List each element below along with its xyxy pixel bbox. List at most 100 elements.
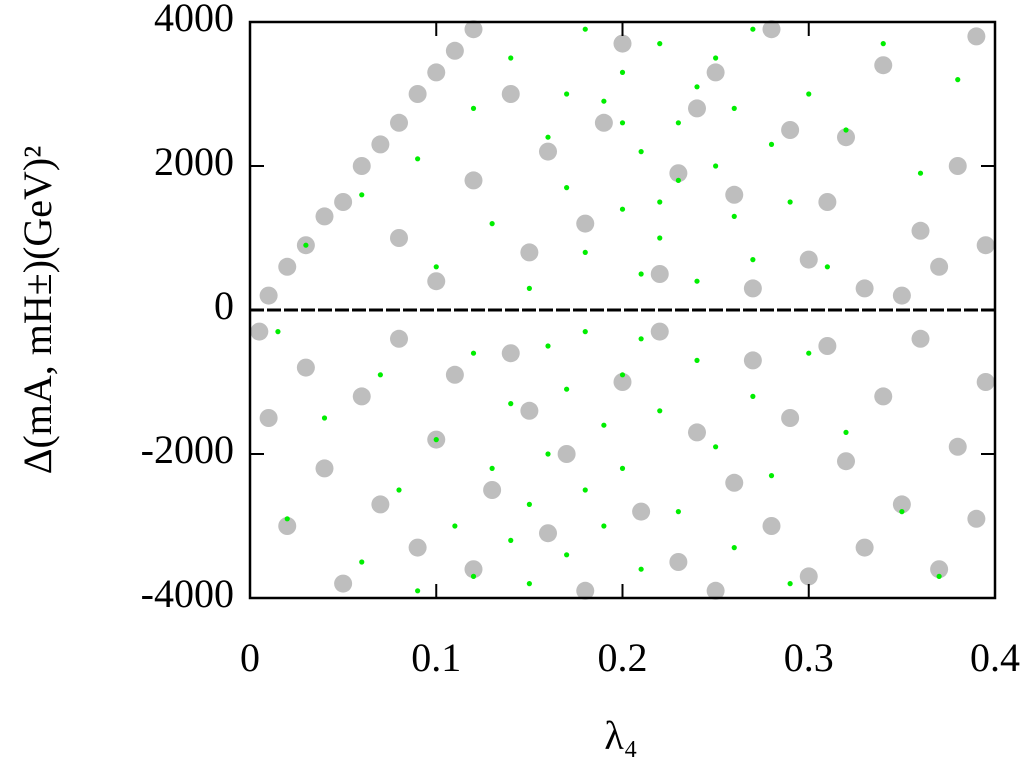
scatter-point <box>526 581 532 587</box>
scatter-point <box>445 41 464 60</box>
scatter-point <box>657 41 663 47</box>
scatter-point <box>452 523 458 529</box>
scatter-point <box>768 141 775 147</box>
scatter-point <box>296 358 315 377</box>
scatter-point <box>874 56 893 75</box>
scatter-point <box>390 229 408 247</box>
scatter-point <box>694 84 700 90</box>
scatter-point <box>371 495 390 514</box>
scatter-point <box>508 55 514 61</box>
scatter-point <box>706 581 725 600</box>
scatter-point <box>948 157 967 175</box>
scatter-point <box>911 329 930 348</box>
x-tick-label: 0.1 <box>411 635 461 680</box>
scatter-point <box>526 285 532 291</box>
scatter-point <box>508 537 514 544</box>
scatter-point <box>768 473 775 479</box>
scatter-point <box>725 185 744 204</box>
scatter-point <box>976 373 995 391</box>
scatter-point <box>713 444 719 450</box>
scatter-point <box>582 329 588 335</box>
scatter-point <box>638 149 644 155</box>
scatter-point <box>470 105 477 111</box>
scatter-point <box>427 63 446 82</box>
scatter-point <box>526 501 532 507</box>
scatter-point <box>936 573 942 580</box>
scatter-point <box>892 286 911 305</box>
scatter-point <box>650 322 669 341</box>
scatter-point <box>601 523 607 529</box>
scatter-point <box>278 517 297 535</box>
scatter-point <box>582 487 588 493</box>
scatter-point <box>694 278 700 284</box>
scatter-point <box>601 98 607 104</box>
scatter-point <box>806 350 812 356</box>
scatter-point <box>669 164 688 183</box>
scatter-point <box>334 193 353 211</box>
scatter-point <box>464 560 483 579</box>
scatter-point <box>781 409 800 427</box>
scatter-point <box>489 221 495 227</box>
scatter-point <box>675 177 681 183</box>
scatter-point <box>259 286 278 305</box>
scatter-point <box>731 213 737 219</box>
scatter-point <box>408 85 427 103</box>
scatter-point <box>315 459 334 478</box>
scatter-point <box>675 509 681 515</box>
scatter-point <box>930 257 949 276</box>
scatter-point <box>377 372 383 378</box>
scatter-point <box>501 85 520 103</box>
scatter-point <box>650 265 669 283</box>
scatter-point <box>806 91 812 97</box>
y-tick-label: 2000 <box>154 139 234 184</box>
scatter-point <box>762 517 781 535</box>
scatter-point <box>638 566 644 572</box>
scatter-point <box>725 473 744 492</box>
scatter-point <box>613 34 632 53</box>
scatter-point <box>582 249 588 255</box>
scatter-point <box>371 135 390 154</box>
scatter-point <box>259 409 278 427</box>
scatter-point <box>917 170 924 176</box>
scatter-point <box>275 329 281 335</box>
scatter-point <box>948 437 967 456</box>
scatter-point <box>967 27 986 46</box>
scatter-point <box>564 91 570 97</box>
scatter-point <box>750 257 756 263</box>
scatter-point <box>396 487 402 493</box>
scatter-point <box>688 99 706 118</box>
scatter-point <box>880 41 886 47</box>
y-tick-label: -2000 <box>141 427 234 472</box>
scatter-point <box>731 545 737 551</box>
scatter-point <box>483 481 502 499</box>
scatter-point <box>545 451 551 457</box>
y-tick-label: 0 <box>214 283 234 328</box>
scatter-point <box>955 77 961 83</box>
scatter-point <box>359 559 365 565</box>
scatter-point <box>843 429 849 435</box>
scatter-point <box>520 401 539 420</box>
scatter-point <box>837 452 855 471</box>
scatter-point <box>799 250 818 269</box>
scatter-point <box>557 445 576 463</box>
scatter-point <box>762 20 781 39</box>
scatter-point <box>576 581 595 600</box>
y-tick-label: 4000 <box>154 0 234 40</box>
scatter-point <box>638 336 644 342</box>
scatter-point <box>489 465 495 471</box>
scatter-point <box>334 574 353 593</box>
scatter-point <box>390 113 408 132</box>
scatter-point <box>818 337 837 355</box>
scatter-point <box>520 243 539 262</box>
scatter-point <box>539 142 557 161</box>
scatter-point <box>930 560 949 579</box>
scatter-point <box>470 350 477 356</box>
scatter-point <box>284 516 290 522</box>
scatter-point <box>433 437 439 443</box>
scatter-point <box>899 509 905 515</box>
scatter-point <box>632 502 651 521</box>
scatter-point <box>619 372 626 378</box>
scatter-point <box>278 257 297 276</box>
scatter-point <box>638 271 644 277</box>
